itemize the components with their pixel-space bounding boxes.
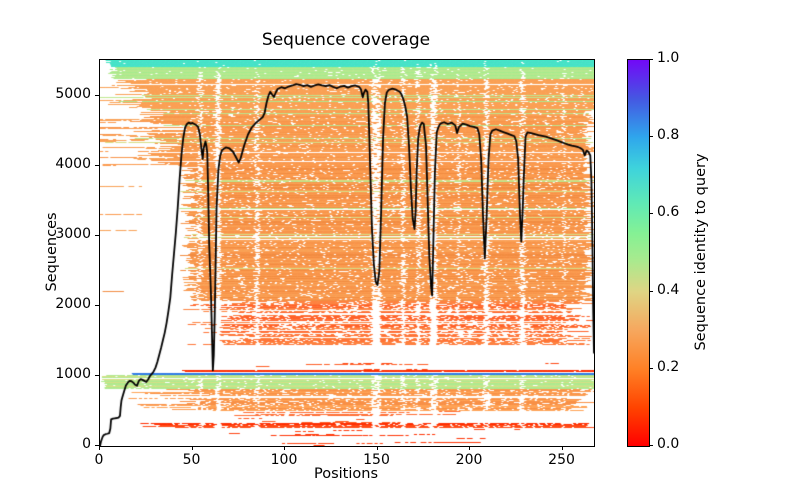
y-tick-label: 5000 <box>55 85 91 102</box>
colorbar-tick-label: 0.2 <box>657 358 680 375</box>
x-tick-label: 250 <box>548 452 575 468</box>
x-tick-label: 100 <box>270 452 298 468</box>
colorbar-tick-mark <box>649 367 653 369</box>
y-axis-label: Sequences <box>44 212 60 292</box>
x-axis-label: Positions <box>313 466 378 482</box>
y-tick-label: 4000 <box>55 155 91 172</box>
colorbar-tick-label: 0.6 <box>657 204 680 221</box>
y-tick-mark <box>95 374 99 376</box>
chart-title: Sequence coverage <box>261 30 431 50</box>
colorbar-tick-label: 0.4 <box>657 281 680 298</box>
y-tick-label: 3000 <box>55 225 91 242</box>
x-tick-label: 150 <box>363 452 390 468</box>
x-tick-label: 50 <box>182 452 201 468</box>
y-tick-label: 0 <box>82 436 91 452</box>
y-tick-label: 2000 <box>55 295 91 312</box>
colorbar-tick-mark <box>649 59 653 60</box>
colorbar-tick-label: 0.8 <box>657 127 680 144</box>
colorbar <box>627 59 650 447</box>
y-tick-mark <box>95 304 99 306</box>
y-tick-mark <box>95 445 99 446</box>
x-tick-mark <box>191 446 193 450</box>
x-tick-label: 200 <box>455 452 483 468</box>
y-tick-mark <box>95 234 99 236</box>
x-tick-mark <box>376 446 378 450</box>
x-tick-mark <box>561 446 563 450</box>
colorbar-label: Sequence identity to query <box>693 153 709 351</box>
y-tick-mark <box>95 164 99 166</box>
colorbar-tick-label: 1.0 <box>657 50 680 66</box>
y-tick-label: 1000 <box>55 365 91 382</box>
colorbar-tick-mark <box>649 136 653 138</box>
plot-area <box>99 59 595 447</box>
msa-heatmap-canvas <box>100 60 594 446</box>
colorbar-tick-label: 0.0 <box>657 436 680 452</box>
x-tick-label: 0 <box>94 452 104 468</box>
x-tick-mark <box>469 446 471 450</box>
colorbar-tick-mark <box>649 213 653 215</box>
x-tick-mark <box>99 446 100 450</box>
colorbar-tick-mark <box>649 445 653 446</box>
x-tick-mark <box>284 446 286 450</box>
y-tick-mark <box>95 94 99 96</box>
colorbar-tick-mark <box>649 290 653 292</box>
